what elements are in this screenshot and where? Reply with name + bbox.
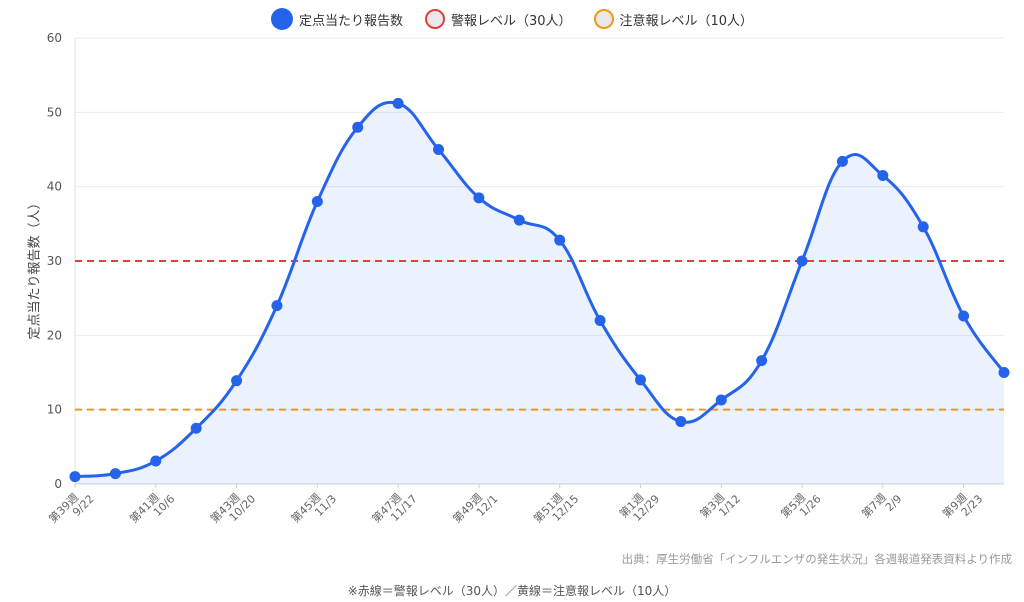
data-point <box>877 170 889 182</box>
y-tick-label: 50 <box>47 105 62 119</box>
y-tick-label: 30 <box>47 254 62 268</box>
legend-label-warning: 警報レベル（30人） <box>450 13 572 29</box>
data-point <box>634 374 646 386</box>
area-fill <box>75 102 1004 485</box>
y-tick-label: 60 <box>47 31 62 45</box>
data-point <box>796 255 808 267</box>
data-point <box>513 214 525 226</box>
legend-label-reports: 定点当たり報告数 <box>298 13 403 29</box>
data-point <box>715 394 727 406</box>
data-point <box>352 121 364 133</box>
data-point <box>836 155 848 167</box>
data-point <box>958 310 970 322</box>
data-point <box>756 355 768 367</box>
data-point <box>998 367 1010 378</box>
data-point <box>190 422 202 434</box>
data-point <box>473 192 485 204</box>
data-point <box>69 471 81 483</box>
data-point <box>150 455 162 467</box>
chart-legend: 定点当たり報告数 警報レベル（30人） 注意報レベル（10人） <box>0 8 1024 30</box>
legend-swatch-caution <box>593 9 614 29</box>
data-point <box>554 234 566 246</box>
legend-label-caution: 注意報レベル（10人） <box>619 13 754 29</box>
x-tick-date: 2/9 <box>883 492 905 514</box>
y-tick-label: 0 <box>54 477 62 491</box>
legend-swatch-warning <box>424 9 445 29</box>
source-note: 出典：厚生労働省「インフルエンザの発生状況」各週報道発表資料より作成 <box>621 552 1012 566</box>
data-point <box>594 314 606 326</box>
legend-item-caution[interactable]: 注意報レベル（10人） <box>593 8 754 30</box>
data-point <box>675 416 687 428</box>
y-tick-label: 10 <box>47 403 62 417</box>
series-line-reports <box>74 100 1006 479</box>
data-point <box>392 97 404 109</box>
data-point <box>271 300 283 312</box>
data-point <box>917 221 929 233</box>
data-point <box>433 144 445 155</box>
data-point <box>231 375 243 387</box>
footnote: ※赤線＝警報レベル（30人）／黄線＝注意報レベル（10人） <box>347 584 677 598</box>
data-point <box>109 468 121 480</box>
y-tick-label: 20 <box>47 328 62 342</box>
legend-item-warning[interactable]: 警報レベル（30人） <box>424 8 572 30</box>
data-point <box>311 196 323 208</box>
y-tick-label: 40 <box>47 180 62 194</box>
legend-swatch-reports <box>270 8 293 30</box>
legend-item-reports[interactable]: 定点当たり報告数 <box>270 8 403 30</box>
